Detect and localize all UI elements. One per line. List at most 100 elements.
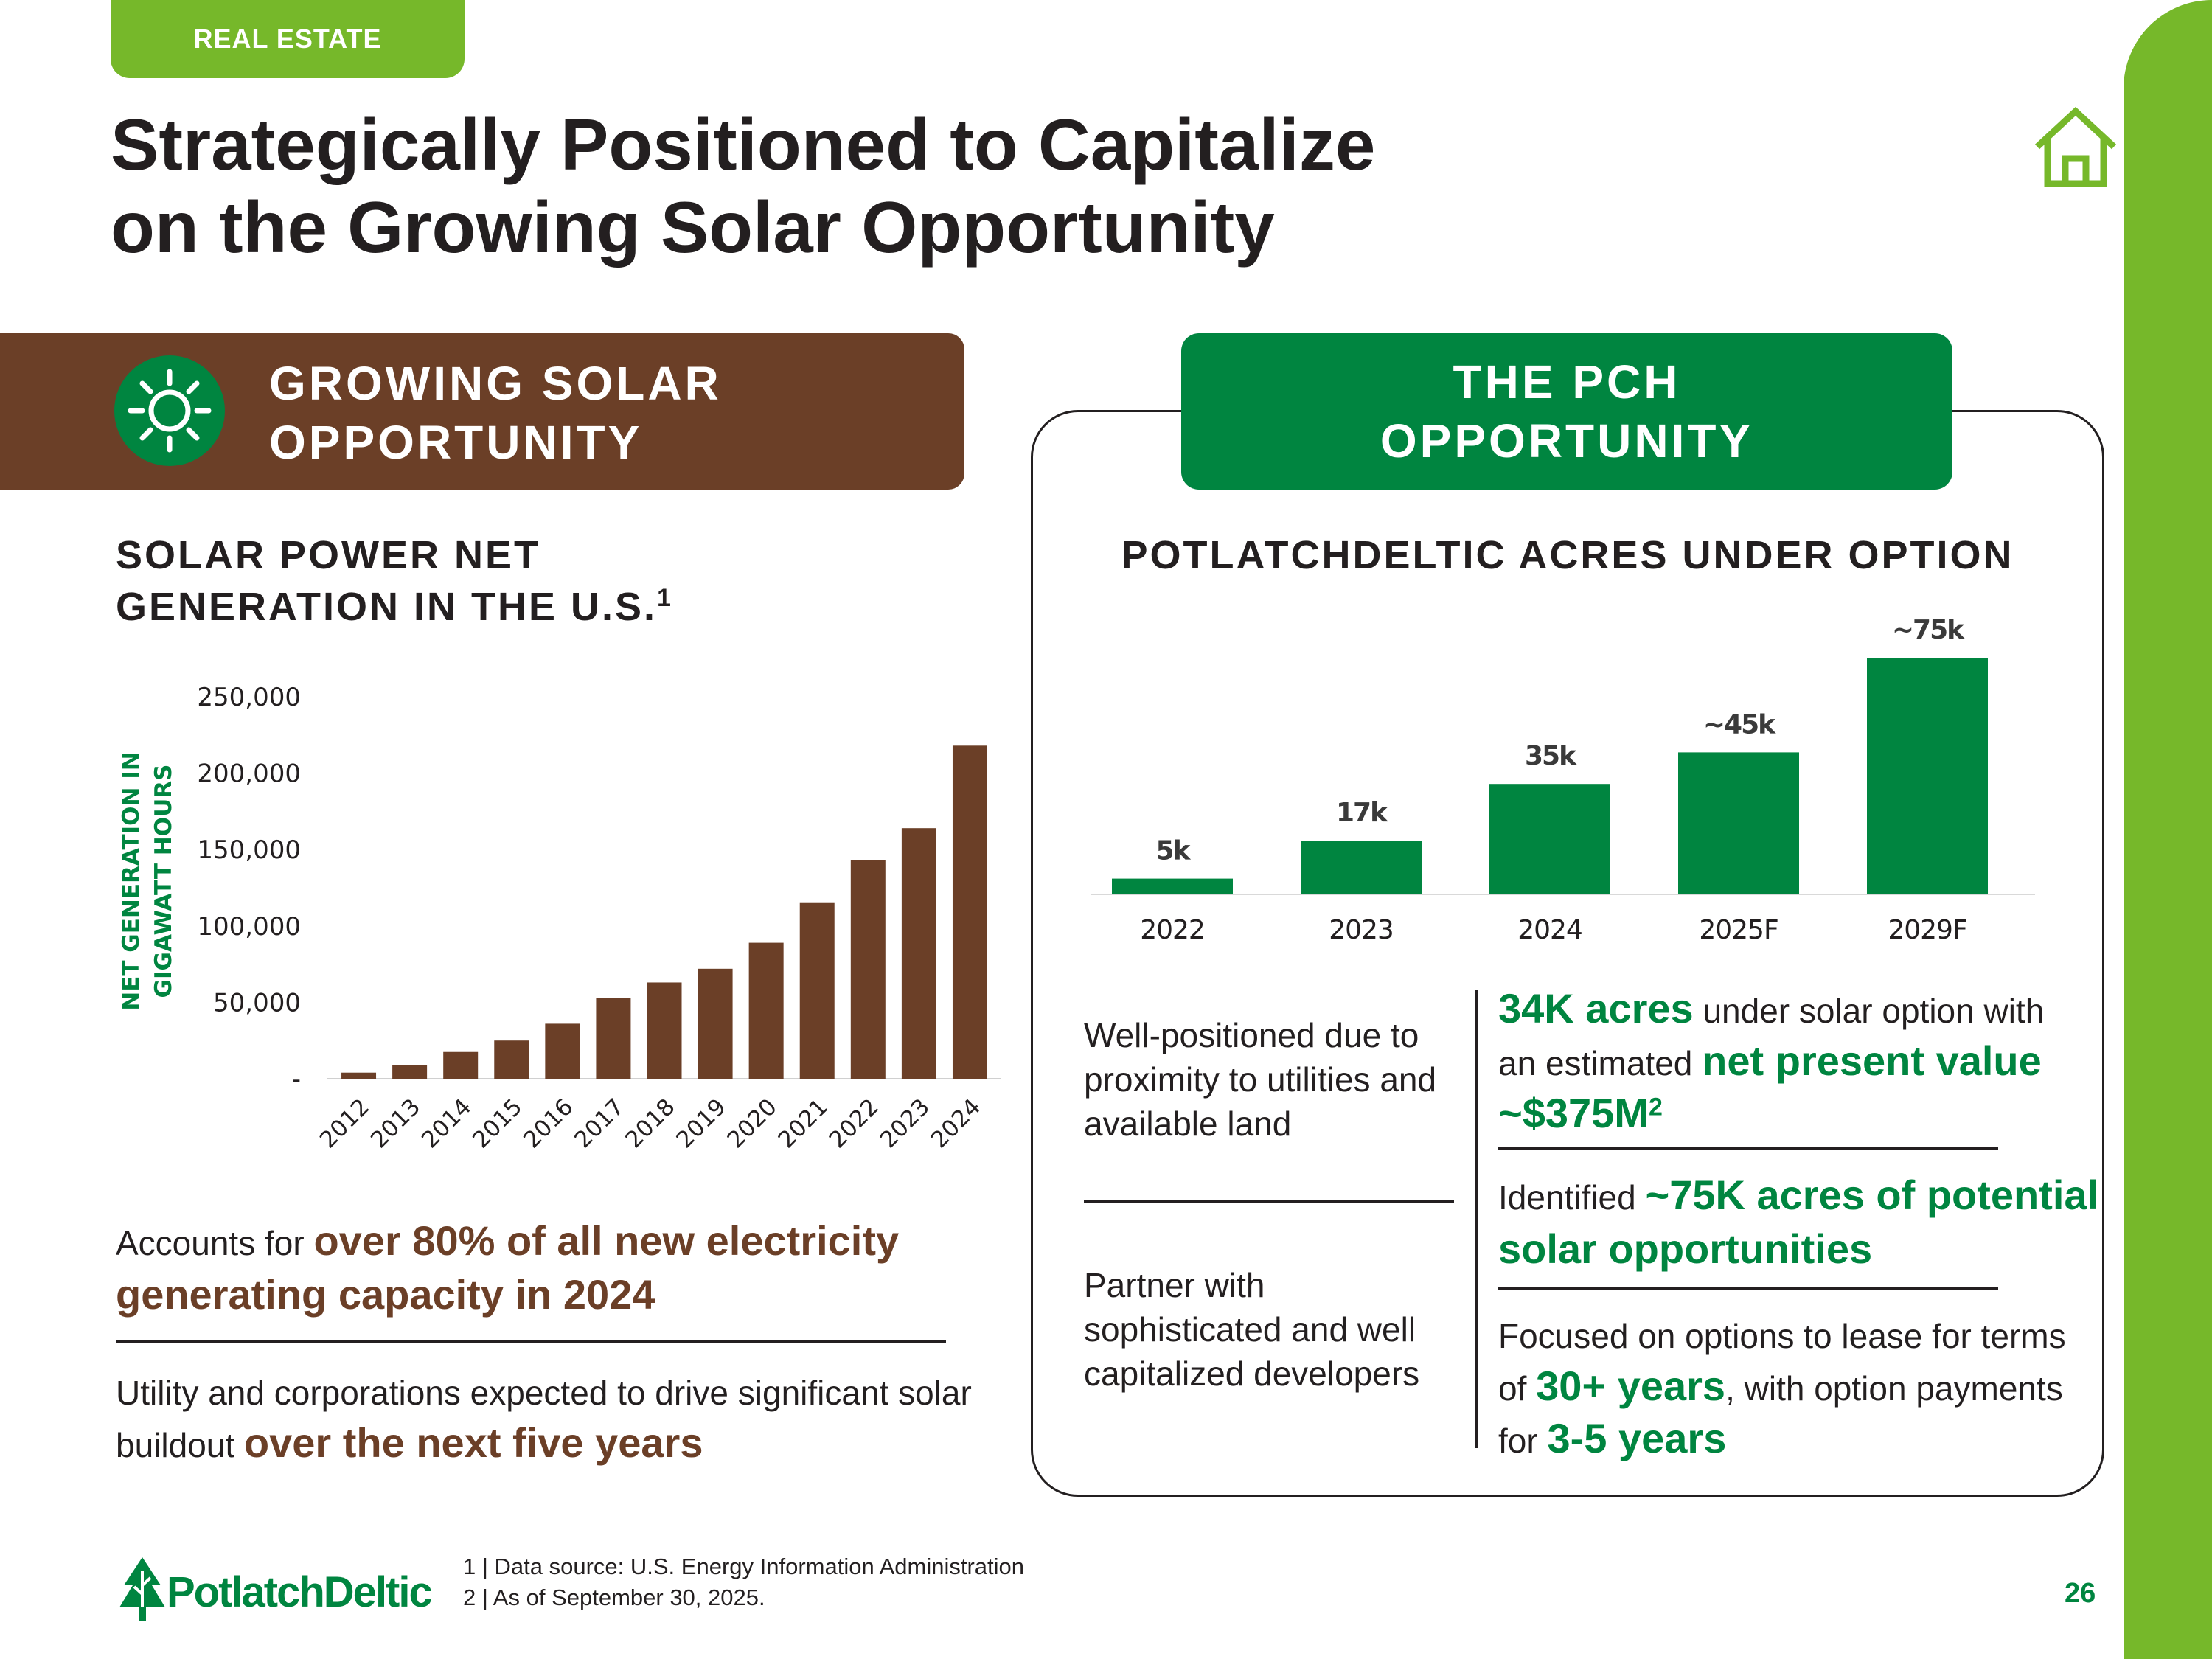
bar-2012 <box>341 1072 377 1079</box>
left-chart-title-line1: SOLAR POWER NET <box>116 533 541 577</box>
right-point-1-hl-a: 34K acres <box>1498 985 1694 1032</box>
y-tick-label: 250,000 <box>197 683 301 712</box>
bar-2029F <box>1867 658 1988 894</box>
y-tick-label: 100,000 <box>197 912 301 942</box>
bar-2019 <box>698 968 733 1079</box>
footnote-ref-1: 1 <box>657 584 673 612</box>
x-tick-2012: 2012 <box>315 1093 375 1153</box>
left-banner-line1: GROWING SOLAR <box>269 357 722 410</box>
x-tick-2023: 2023 <box>875 1093 935 1153</box>
solar-generation-chart: NET GENERATION IN GIGAWATT HOURS - 50,000 10… <box>118 683 1001 1153</box>
right-point-3-hl-b: 3-5 years <box>1547 1415 1727 1461</box>
right-banner-line2: OPPORTUNITY <box>1380 414 1754 467</box>
right-edge-accent <box>2124 0 2212 1659</box>
right-point-1: 34K acres under solar option with an est… <box>1498 984 2088 1141</box>
right-banner: THE PCH OPPORTUNITY <box>1181 333 1952 490</box>
bar-2017 <box>596 998 631 1079</box>
right-divider-1 <box>1498 1147 1998 1150</box>
right-vertical-divider <box>1475 990 1478 1448</box>
bar-2016 <box>545 1023 580 1079</box>
right-point-1-hl-b: net present value ~$375M <box>1498 1037 2042 1136</box>
sun-icon <box>128 369 212 453</box>
right-point-3: Focused on options to lease for terms of… <box>1498 1311 2088 1466</box>
x-tick-2021: 2021 <box>773 1093 833 1153</box>
left-divider <box>116 1340 946 1343</box>
y-tick-label: 150,000 <box>197 835 301 865</box>
left-chart-title: SOLAR POWER NET GENERATION IN THE U.S.1 <box>116 529 927 633</box>
x-tick-2022: 2022 <box>824 1093 884 1153</box>
right-point-2-highlight: ~75K acres of potential solar opportunit… <box>1498 1172 2099 1272</box>
footnote-ref-2: 2 <box>1648 1093 1663 1121</box>
left-point-2: Utility and corporations expected to dri… <box>116 1368 986 1470</box>
x-tick-2020: 2020 <box>723 1093 782 1153</box>
tree-logo-icon <box>119 1557 165 1621</box>
logo-text: PotlatchDeltic <box>167 1568 433 1616</box>
right-point-1-text: under solar option with an estimated <box>1498 992 2045 1082</box>
bar-2018 <box>647 982 682 1079</box>
sun-icon-badge <box>114 355 225 466</box>
bar-2023 <box>901 828 936 1079</box>
bar-2023 <box>1301 841 1422 894</box>
page-number: 26 <box>2065 1578 2096 1609</box>
data-label-2022: 5k <box>1156 836 1192 866</box>
y-tick-label: 200,000 <box>197 759 301 789</box>
x-tick-2023: 2023 <box>1329 915 1394 945</box>
section-tag: REAL ESTATE <box>111 0 465 78</box>
bar-2022 <box>850 860 886 1079</box>
right-left-divider <box>1084 1200 1454 1203</box>
bar-2021 <box>799 902 835 1079</box>
data-label-2025F: ~45k <box>1703 709 1776 740</box>
bar-2025F <box>1678 752 1799 894</box>
bar-2022 <box>1112 878 1233 894</box>
footnote-2: 2 | As of September 30, 2025. <box>463 1585 765 1610</box>
right-point-3-text-a: Focused on options to lease for terms of <box>1498 1317 2066 1408</box>
bar-2024 <box>1489 784 1610 894</box>
y-axis-label: NET GENERATION IN GIGAWATT HOURS <box>118 751 177 1011</box>
x-tick-2015: 2015 <box>467 1093 527 1153</box>
x-tick-2013: 2013 <box>366 1093 425 1153</box>
x-tick-2014: 2014 <box>417 1093 476 1153</box>
right-divider-2 <box>1498 1287 1998 1290</box>
y-tick-label: - <box>292 1065 301 1094</box>
right-point-3-hl-a: 30+ years <box>1536 1363 1726 1409</box>
left-point-1: Accounts for over 80% of all new electri… <box>116 1215 986 1323</box>
x-tick-2017: 2017 <box>569 1093 629 1153</box>
left-banner-title: GROWING SOLAR OPPORTUNITY <box>269 354 933 472</box>
footnotes: 1 | Data source: U.S. Energy Information… <box>463 1551 1024 1613</box>
left-point-1-highlight: over 80% of all new electricity generati… <box>116 1217 900 1318</box>
company-logo: PotlatchDeltic <box>116 1556 433 1622</box>
x-tick-2025F: 2025F <box>1699 915 1778 945</box>
left-point-2-highlight: over the next five years <box>243 1419 703 1466</box>
right-left-text-2: Partner with sophisticated and well capi… <box>1084 1266 1420 1393</box>
footnote-1: 1 | Data source: U.S. Energy Information… <box>463 1554 1025 1579</box>
x-tick-2024: 2024 <box>926 1093 986 1153</box>
left-point-2-prefix: Utility and corporations expected to dri… <box>116 1374 972 1464</box>
acres-under-option-chart: 5k 2022 17k 2023 35k 2024 ~45k 2025F ~75k 2029F <box>1091 615 2035 945</box>
bar-2024 <box>952 745 987 1079</box>
page-title: Strategically Positioned to Capitalize o… <box>111 103 1659 268</box>
right-chart-title: POTLATCHDELTIC ACRES UNDER OPTION <box>1121 533 2014 577</box>
bar-2020 <box>748 942 784 1079</box>
home-icon <box>2034 107 2117 187</box>
right-point-3-text-b: , with option payments for <box>1498 1369 2063 1460</box>
left-banner-line2: OPPORTUNITY <box>269 416 643 469</box>
page-title-line1: Strategically Positioned to Capitalize <box>111 104 1376 185</box>
x-tick-2019: 2019 <box>671 1093 731 1153</box>
bar-2014 <box>443 1051 479 1079</box>
x-tick-2029F: 2029F <box>1888 915 1966 945</box>
data-label-2029F: ~75k <box>1892 615 1965 645</box>
bar-2013 <box>392 1065 428 1079</box>
page-title-line2: on the Growing Solar Opportunity <box>111 187 1275 268</box>
right-point-2: Identified ~75K acres of potential solar… <box>1498 1169 2103 1277</box>
data-label-2023: 17k <box>1336 798 1388 828</box>
x-tick-2016: 2016 <box>518 1093 578 1153</box>
right-point-2-text: Identified <box>1498 1178 1646 1217</box>
right-left-text-1: Well-positioned due to proximity to util… <box>1084 1016 1437 1143</box>
left-point-1-prefix: Accounts for <box>116 1224 314 1262</box>
bar-2015 <box>494 1040 529 1079</box>
x-tick-2018: 2018 <box>620 1093 680 1153</box>
data-label-2024: 35k <box>1525 741 1577 771</box>
x-tick-2022: 2022 <box>1140 915 1205 945</box>
x-tick-2024: 2024 <box>1517 915 1582 945</box>
right-banner-line1: THE PCH <box>1453 355 1681 408</box>
